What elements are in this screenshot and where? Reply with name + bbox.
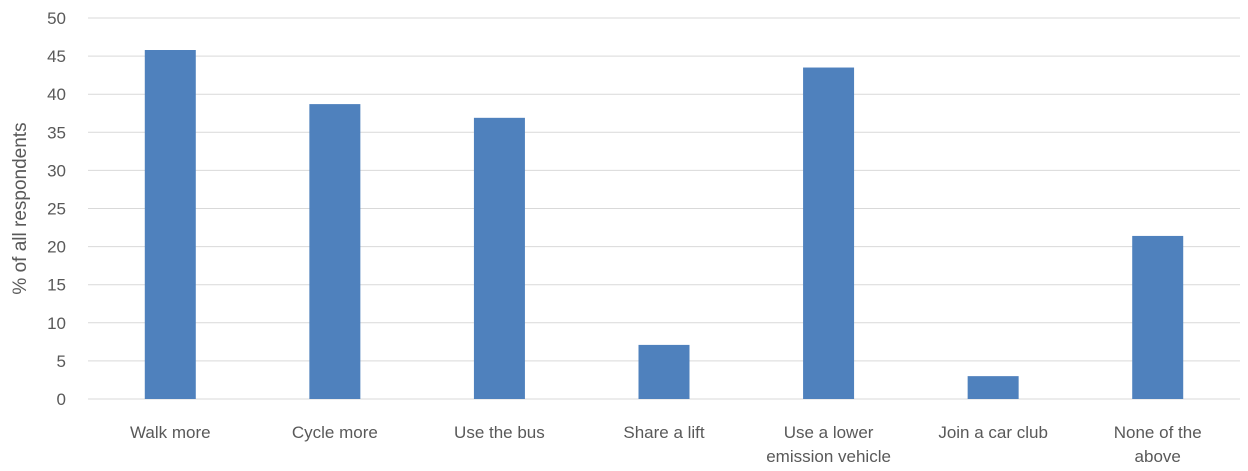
y-tick-label: 20	[47, 238, 66, 257]
bar-2	[473, 117, 525, 400]
y-tick-label: 50	[47, 9, 66, 28]
y-tick-label: 40	[47, 85, 66, 104]
x-category-label: Share a lift	[623, 423, 705, 442]
y-tick-label: 15	[47, 276, 66, 295]
bar-4	[803, 67, 855, 399]
x-category-line: Cycle more	[292, 423, 378, 442]
x-category-label: None of the above	[1114, 423, 1202, 466]
bar-6	[1132, 235, 1184, 399]
bar-1	[309, 104, 361, 399]
y-axis-label: % of all respondents	[10, 122, 31, 294]
y-tick-label: 10	[47, 314, 66, 333]
y-tick-label: 5	[57, 352, 66, 371]
x-category-label: Walk more	[130, 423, 211, 442]
x-category-line: emission vehicle	[766, 447, 891, 466]
x-category-line: above	[1135, 447, 1181, 466]
x-category-line: Use the bus	[454, 423, 545, 442]
x-category-line: Share a lift	[623, 423, 705, 442]
y-axis-ticks: 0 5 10 15 20 25 30 35 40 45 50	[47, 9, 66, 409]
y-tick-label: 25	[47, 200, 66, 219]
x-category-line: None of the	[1114, 423, 1202, 442]
x-axis-categories: Walk more Cycle more Use the bus Share a li…	[130, 423, 1202, 466]
x-category-label: Use a lower emission vehicle	[766, 423, 891, 466]
y-tick-label: 35	[47, 123, 66, 142]
x-category-line: Walk more	[130, 423, 211, 442]
x-category-label: Use the bus	[454, 423, 545, 442]
bar-3	[638, 344, 690, 399]
x-category-line: Join a car club	[938, 423, 1048, 442]
y-tick-label: 45	[47, 47, 66, 66]
y-tick-label: 0	[57, 390, 66, 409]
x-category-line: Use a lower	[784, 423, 874, 442]
bars	[144, 50, 1184, 400]
x-category-label: Cycle more	[292, 423, 378, 442]
gridlines	[88, 17, 1240, 400]
y-tick-label: 30	[47, 161, 66, 180]
x-category-label: Join a car club	[938, 423, 1048, 442]
bar-5	[967, 376, 1019, 399]
bar-0	[144, 50, 196, 400]
